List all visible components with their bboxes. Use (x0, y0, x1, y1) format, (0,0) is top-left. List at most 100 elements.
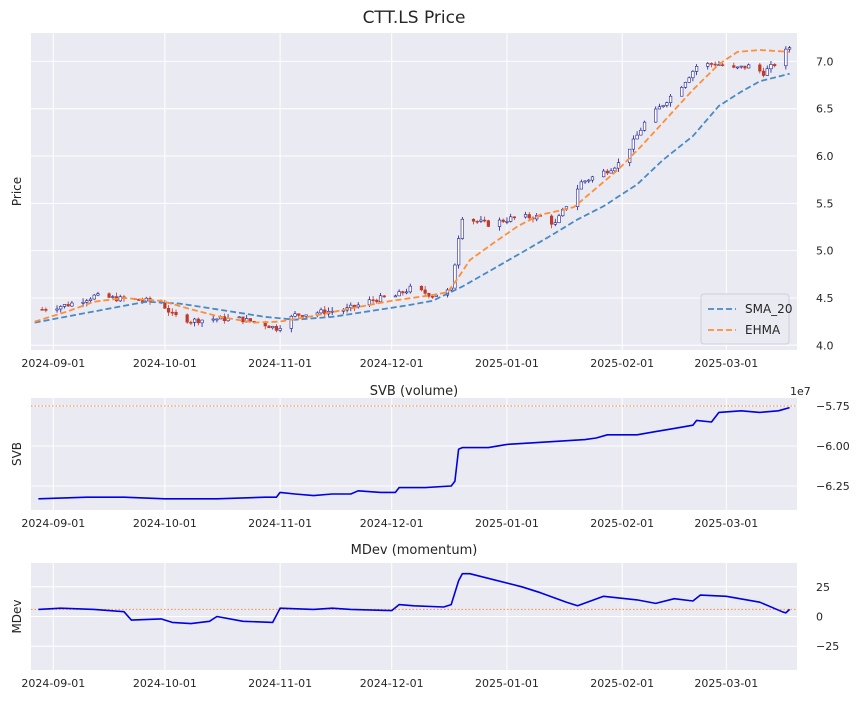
candle-body (765, 68, 769, 76)
candles-group (40, 46, 792, 333)
candle-body (486, 220, 490, 227)
candle-body (523, 214, 528, 218)
candle-body (609, 170, 613, 174)
y-tick-label: −5.75 (816, 400, 850, 413)
candle-body (602, 170, 606, 178)
candle-body (185, 314, 189, 323)
candle-body (248, 318, 252, 322)
candle-body (393, 295, 398, 298)
candle-body (40, 309, 44, 311)
y-tick-label: 7.0 (816, 55, 834, 68)
candle-body (419, 285, 424, 291)
candle-body (512, 216, 516, 219)
candle-body (616, 162, 621, 169)
y-tick-label: 5.0 (816, 245, 834, 258)
candle-body (55, 308, 59, 311)
candle-body (787, 47, 792, 50)
x-tick-label: 2024-12-01 (360, 517, 424, 530)
candle-body (483, 219, 487, 222)
candle-body (747, 64, 751, 69)
legend-label: EHMA (745, 323, 781, 337)
candle-body (505, 221, 509, 223)
panel-title: CTT.LS Price (363, 8, 466, 28)
y-axis-label: SVB (10, 442, 24, 466)
candle-body (430, 296, 435, 298)
panel-1: 2024-09-01 2024-10-01 2024-11-01 2024-12-01… (10, 384, 850, 530)
candle-body (773, 64, 777, 67)
candle-body (680, 87, 684, 97)
x-tick-label: 2025-03-01 (694, 357, 758, 370)
candle-body (683, 82, 688, 88)
candle-body (553, 222, 557, 225)
panel-title: MDev (momentum) (351, 543, 478, 558)
candle-body (479, 219, 483, 222)
y-tick-label: 6.5 (816, 103, 834, 116)
candle-body (349, 304, 353, 308)
y-tick-label: 5.5 (816, 197, 834, 210)
candle-body (96, 293, 100, 296)
candle-body (587, 179, 591, 182)
candle-body (111, 296, 115, 298)
y-tick-label: −6.25 (816, 480, 850, 493)
candle-body (166, 307, 171, 313)
candle-body (423, 289, 427, 294)
candle-body (453, 264, 457, 289)
panel-title: SVB (volume) (370, 384, 459, 399)
candle-body (579, 181, 583, 190)
candle-body (631, 138, 635, 150)
candle-body (735, 66, 740, 69)
y-tick-label: −6.00 (816, 440, 850, 453)
candle-body (445, 289, 450, 296)
plot-background (31, 398, 797, 510)
candle-body (237, 316, 241, 319)
candle-body (509, 216, 513, 222)
y-axis-label: Price (10, 177, 24, 206)
candle-body (92, 294, 96, 300)
candle-body (717, 64, 721, 66)
candle-body (196, 318, 200, 324)
candle-body (732, 65, 736, 68)
series-line-ehma (34, 49, 790, 324)
candle-body (404, 291, 409, 294)
candle-body (66, 304, 70, 307)
candle-body (323, 309, 327, 315)
candle-body (706, 63, 710, 67)
x-tick-label: 2024-09-01 (21, 677, 85, 690)
x-tick-label: 2024-11-01 (248, 517, 312, 530)
candle-body (784, 48, 788, 67)
x-tick-label: 2024-12-01 (360, 677, 424, 690)
candle-body (743, 65, 747, 69)
candle-body (642, 121, 647, 131)
x-tick-label: 2024-10-01 (133, 517, 197, 530)
panel-2: 2024-09-01 2024-10-01 2024-11-01 2024-12-01… (10, 543, 839, 690)
candle-body (695, 66, 699, 72)
x-tick-label: 2024-11-01 (248, 677, 312, 690)
candle-body (200, 319, 204, 324)
candle-body (59, 306, 63, 310)
candle-body (549, 215, 554, 225)
candle-body (193, 318, 197, 323)
candle-body (118, 296, 122, 302)
x-tick-label: 2024-10-01 (133, 357, 197, 370)
candle-body (758, 64, 762, 72)
candle-body (605, 170, 609, 174)
candle-body (81, 301, 85, 304)
candle-body (215, 318, 219, 321)
mdev-line (38, 572, 791, 625)
x-tick-label: 2025-02-01 (590, 517, 654, 530)
x-tick-label: 2024-11-01 (248, 357, 312, 370)
candle-body (557, 215, 561, 224)
candle-body (713, 63, 717, 66)
candle-body (107, 293, 111, 298)
candle-body (297, 313, 301, 316)
candle-body (62, 304, 67, 307)
candle-body (408, 285, 412, 293)
candle-body (721, 64, 725, 66)
y-axis-label: MDev (10, 599, 24, 633)
y-tick-label: 6.0 (816, 150, 834, 163)
x-tick-label: 2024-10-01 (133, 677, 197, 690)
panel-0: 2024-09-01 2024-10-01 2024-11-01 2024-12-01… (10, 8, 834, 370)
x-tick-label: 2024-09-01 (21, 517, 85, 530)
legend: SMA_20 EHMA (700, 293, 792, 345)
